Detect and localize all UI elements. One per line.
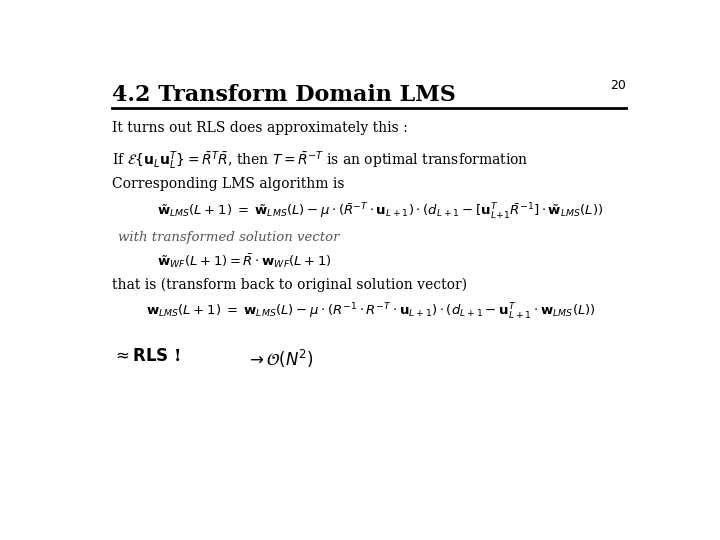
Text: Corresponding LMS algorithm is: Corresponding LMS algorithm is <box>112 177 345 191</box>
Text: $\rightarrow \mathcal{O}(N^2)$: $\rightarrow \mathcal{O}(N^2)$ <box>246 348 314 370</box>
Text: DSP-CIS  /  Chapter-12 : Least Mean Squares (LMS) Algorithm  /  Version 2011-201: DSP-CIS / Chapter-12 : Least Mean Square… <box>22 514 455 524</box>
Text: 4.2 Transform Domain LMS: 4.2 Transform Domain LMS <box>112 84 456 105</box>
Text: $\tilde{\mathbf{w}}_{LMS}(L+1) \;=\; \tilde{\mathbf{w}}_{LMS}(L) - \mu \cdot (\b: $\tilde{\mathbf{w}}_{LMS}(L+1) \;=\; \ti… <box>157 201 603 221</box>
Text: 20: 20 <box>610 79 626 92</box>
Text: $\tilde{\mathbf{w}}_{WF}(L+1) = \bar{R} \cdot \mathbf{w}_{WF}(L+1)$: $\tilde{\mathbf{w}}_{WF}(L+1) = \bar{R} … <box>157 252 332 269</box>
Text: $\approx \mathbf{RLS}$ !: $\approx \mathbf{RLS}$ ! <box>112 348 181 366</box>
Text: $\mathbf{w}_{LMS}(L+1) \;=\; \mathbf{w}_{LMS}(L) - \mu \cdot (R^{-1} \cdot R^{-T: $\mathbf{w}_{LMS}(L+1) \;=\; \mathbf{w}_… <box>145 302 595 322</box>
Text: that is (transform back to original solution vector): that is (transform back to original solu… <box>112 278 467 293</box>
Text: with transformed solution vector: with transformed solution vector <box>118 231 339 244</box>
Text: It turns out RLS does approximately this :: It turns out RLS does approximately this… <box>112 121 408 135</box>
Text: p. 22: p. 22 <box>672 514 698 524</box>
Text: If $\mathcal{E}\{\mathbf{u}_L \mathbf{u}_L^T\} = \bar{R}^T \bar{R}$, then $T = \: If $\mathcal{E}\{\mathbf{u}_L \mathbf{u}… <box>112 150 529 172</box>
